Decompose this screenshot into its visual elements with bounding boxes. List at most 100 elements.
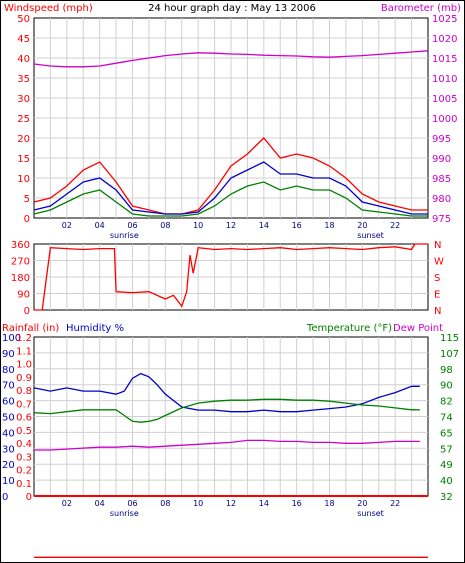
chart-title: 24 hour graph day : May 13 2006	[148, 3, 316, 14]
rain-tick-label: 0.4	[16, 439, 32, 450]
x-tick-label: 06	[127, 221, 137, 230]
humidity-tick-label: 90	[2, 349, 15, 360]
y-tick-label: 5	[24, 194, 30, 205]
series-line-2	[33, 161, 428, 215]
temp-tick-label: 49	[440, 460, 453, 471]
compass-tick-label: E	[434, 290, 440, 301]
series-line-3	[33, 181, 428, 217]
temp-tick-label: 40	[440, 476, 453, 487]
temp-tick-label: 90	[440, 381, 453, 392]
x-tick-label: 12	[226, 499, 236, 508]
rain-tick-label: 0.5	[16, 426, 32, 437]
y2-tick-label: 1000	[432, 114, 457, 125]
x-tick-label: 04	[95, 221, 105, 230]
x-tick-label: 20	[357, 499, 367, 508]
rain-tick-label: 1.1	[16, 346, 32, 357]
humidity-tick-label: 70	[2, 381, 15, 392]
humidity-tick-label: 50	[2, 413, 15, 424]
climate-line-1	[33, 398, 420, 423]
y-tick-label: 10	[17, 174, 30, 185]
humidity-tick-label: 10	[2, 476, 15, 487]
y-tick-label: 40	[17, 54, 30, 65]
rain-tick-label: 1.0	[16, 360, 32, 371]
humidity-tick-label: 80	[2, 365, 15, 376]
y2-tick-label: 1015	[432, 54, 457, 65]
y2-tick-label: 1020	[432, 34, 457, 45]
temp-tick-label: 65	[440, 428, 453, 439]
temperature-axis-title: Temperature (°F)	[306, 323, 392, 334]
series-line-0	[33, 50, 429, 68]
y-tick-label: 25	[17, 114, 30, 125]
humidity-tick-label: 40	[2, 428, 15, 439]
y2-tick-label: 1005	[432, 94, 457, 105]
humidity-axis-title: Humidity %	[66, 323, 124, 334]
compass-tick-label: N	[434, 306, 441, 317]
y-tick-label: 50	[17, 14, 30, 25]
y-tick-label: 270	[11, 257, 30, 268]
y-tick-label: 30	[17, 94, 30, 105]
rain-tick-label: 0.6	[16, 413, 32, 424]
rainfall-axis-title: Rainfall (in)	[2, 323, 59, 334]
x-tick-label: 04	[95, 499, 105, 508]
y-tick-label: 20	[17, 134, 30, 145]
direction-line-0	[34, 243, 428, 311]
x-annotation-label: sunrise	[110, 231, 139, 240]
compass-tick-label: S	[434, 273, 440, 284]
x-annotation-label: sunset	[357, 509, 384, 518]
y-tick-label: 0	[24, 214, 30, 225]
temp-tick-label: 98	[440, 365, 453, 376]
y-tick-label: 360	[11, 240, 30, 251]
x-tick-label: 06	[127, 499, 137, 508]
y2-tick-label: 1025	[432, 14, 457, 25]
x-tick-label: 02	[62, 499, 72, 508]
rain-tick-label: 0.1	[16, 479, 32, 490]
y2-tick-label: 1010	[432, 74, 457, 85]
x-annotation-label: sunset	[357, 231, 384, 240]
x-tick-label: 12	[226, 221, 236, 230]
humidity-tick-label: 100	[2, 333, 21, 344]
x-tick-label: 18	[324, 221, 334, 230]
climate-line-0	[33, 372, 420, 413]
dewpoint-axis-title: Dew Point	[393, 323, 443, 334]
humidity-tick-label: 20	[2, 460, 15, 471]
temp-tick-label: 32	[440, 492, 453, 503]
y-tick-label: 45	[17, 34, 30, 45]
rain-tick-label: 0	[26, 492, 32, 503]
x-tick-label: 08	[160, 221, 170, 230]
x-tick-label: 16	[292, 499, 302, 508]
temp-tick-label: 82	[440, 397, 453, 408]
y2-tick-label: 985	[432, 174, 451, 185]
rain-tick-label: 0.8	[16, 386, 32, 397]
x-tick-label: 08	[160, 499, 170, 508]
rain-tick-label: 0.2	[16, 466, 32, 477]
y-tick-label: 180	[11, 273, 30, 284]
x-tick-label: 10	[193, 221, 203, 230]
x-tick-label: 20	[357, 221, 367, 230]
x-tick-label: 22	[390, 499, 400, 508]
rain-tick-label: 0.3	[16, 452, 32, 463]
compass-tick-label: N	[434, 240, 441, 251]
y-axis-title: Windspeed (mph)	[4, 3, 93, 14]
humidity-tick-label: 30	[2, 444, 15, 455]
series-line-1	[33, 137, 428, 215]
x-tick-label: 18	[324, 499, 334, 508]
y2-tick-label: 975	[432, 214, 451, 225]
y2-tick-label: 990	[432, 154, 451, 165]
x-tick-label: 10	[193, 499, 203, 508]
x-tick-label: 16	[292, 221, 302, 230]
y-tick-label: 15	[17, 154, 30, 165]
x-annotation-label: sunrise	[110, 509, 139, 518]
temp-tick-label: 115	[440, 333, 459, 344]
humidity-tick-label: 0	[2, 492, 8, 503]
y-tick-label: 90	[17, 290, 30, 301]
y2-axis-title: Barometer (mb)	[381, 3, 461, 14]
climate-line-2	[34, 439, 420, 451]
temp-tick-label: 74	[440, 413, 453, 424]
rain-tick-label: 0.7	[16, 399, 32, 410]
x-tick-label: 14	[259, 221, 269, 230]
temp-tick-label: 107	[440, 349, 459, 360]
humidity-tick-label: 60	[2, 397, 15, 408]
y2-tick-label: 980	[432, 194, 451, 205]
compass-tick-label: W	[434, 257, 444, 268]
